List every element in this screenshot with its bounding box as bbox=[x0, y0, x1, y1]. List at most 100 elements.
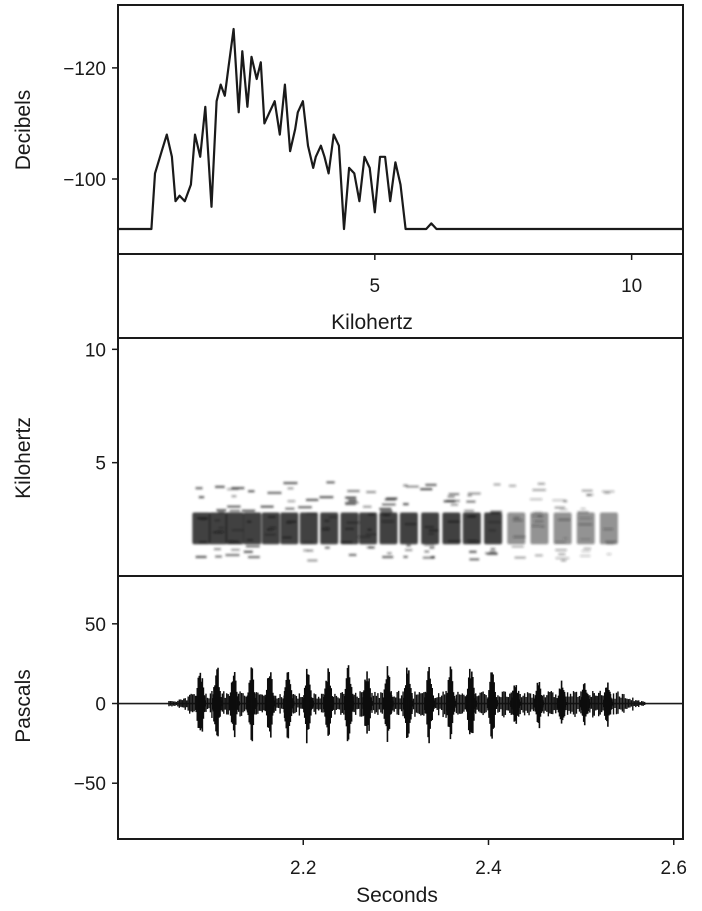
spectrogram-harmonic-streak bbox=[469, 550, 477, 553]
spectrogram-syllable-core bbox=[462, 512, 481, 545]
spectrogram-harmonic-streak bbox=[195, 487, 203, 490]
waveform-y-tick-label: 0 bbox=[95, 695, 106, 716]
waveform-y-tick-label: 50 bbox=[85, 615, 106, 636]
spectrogram-harmonic-streak bbox=[382, 555, 394, 559]
spectrogram-syllable-core bbox=[484, 512, 503, 545]
spectrogram-harmonic-streak bbox=[267, 491, 282, 494]
spectrogram-harmonic-streak bbox=[563, 537, 568, 540]
spectrogram-harmonic-streak bbox=[213, 548, 221, 551]
spectrogram-harmonic-streak bbox=[365, 533, 377, 536]
spectrogram-syllable-core bbox=[299, 512, 318, 545]
spectrogram-harmonic-streak bbox=[403, 484, 408, 487]
spectrogram-harmonic-streak bbox=[493, 483, 501, 486]
spectrogram-harmonic-streak bbox=[286, 520, 297, 523]
spectrogram-harmonic-streak bbox=[231, 486, 245, 490]
spectrogram-harmonic-streak bbox=[287, 500, 296, 503]
spectrogram-harmonic-streak bbox=[380, 510, 393, 513]
spectrogram-harmonic-streak bbox=[248, 490, 255, 493]
spectrogram-syllable-core bbox=[359, 512, 378, 545]
spectrogram-syllable-core bbox=[280, 512, 299, 545]
spectrogram-harmonic-streak bbox=[581, 489, 593, 492]
spectrogram-harmonic-streak bbox=[199, 540, 207, 544]
spectrogram-harmonic-streak bbox=[379, 507, 392, 511]
spectrogram-harmonic-streak bbox=[577, 511, 589, 514]
spectrogram-harmonic-streak bbox=[540, 525, 545, 528]
spectrogram-harmonic-streak bbox=[225, 553, 240, 557]
waveform-plot-frame bbox=[117, 575, 684, 840]
spectrogram-syllable-core bbox=[576, 512, 595, 545]
spectrogram-y-axis-label: Kilohertz bbox=[12, 417, 35, 499]
spectrogram-harmonic-streak bbox=[231, 548, 240, 551]
spectrogram-harmonic-streak bbox=[424, 543, 435, 547]
spectrogram-harmonic-streak bbox=[489, 550, 496, 553]
spectrogram-harmonic-streak bbox=[241, 509, 256, 512]
spectrogram-harmonic-streak bbox=[428, 529, 439, 532]
spectrogram-harmonic-streak bbox=[306, 498, 319, 502]
spectrogram-syllables bbox=[192, 481, 618, 562]
spectrogram-harmonic-streak bbox=[601, 490, 615, 493]
waveform-x-tick-label: 2.2 bbox=[290, 858, 316, 879]
spectrum-x-axis-label: Kilohertz bbox=[331, 311, 413, 334]
waveform-y-axis-label: Pascals bbox=[12, 669, 35, 743]
spectrogram-syllable-core bbox=[442, 512, 461, 545]
spectrogram-harmonic-streak bbox=[231, 495, 237, 498]
spectrogram-harmonic-streak bbox=[228, 540, 234, 543]
spectrogram-harmonic-streak bbox=[552, 499, 566, 502]
spectrogram-harmonic-streak bbox=[534, 520, 544, 523]
spectrogram-harmonic-streak bbox=[346, 521, 361, 524]
spectrogram-harmonic-streak bbox=[386, 497, 398, 500]
spectrogram-harmonic-streak bbox=[382, 503, 396, 506]
spectrogram-harmonic-streak bbox=[231, 529, 244, 532]
spectrogram-harmonic-streak bbox=[218, 526, 225, 529]
spectrogram-harmonic-streak bbox=[346, 496, 357, 499]
spectrogram-syllable-core bbox=[225, 512, 244, 545]
waveform-panel: 2.2 2.4 2.6 50 0 −50 Seconds Pascals bbox=[12, 575, 687, 907]
spectrogram-harmonic-streak bbox=[606, 553, 612, 556]
spectrogram-harmonic-streak bbox=[467, 492, 481, 495]
spectrogram-harmonic-streak bbox=[348, 553, 357, 557]
spectrogram-harmonic-streak bbox=[319, 496, 334, 499]
spectrogram-harmonic-streak bbox=[214, 519, 221, 522]
spectrogram-harmonic-streak bbox=[381, 520, 394, 523]
spectrogram-harmonic-streak bbox=[428, 532, 435, 535]
spectrogram-harmonic-streak bbox=[606, 542, 614, 545]
spectrogram-harmonic-streak bbox=[363, 505, 372, 508]
spectrogram-harmonic-streak bbox=[488, 529, 497, 532]
spectrogram-harmonic-streak bbox=[260, 505, 274, 508]
waveform-x-tick-label: 2.4 bbox=[475, 858, 502, 879]
spectrogram-harmonic-streak bbox=[448, 493, 460, 496]
spectrogram-harmonic-streak bbox=[447, 540, 461, 543]
spectrogram-harmonic-streak bbox=[555, 541, 566, 544]
spectrogram-harmonic-streak bbox=[326, 481, 335, 484]
spectrogram-syllable-core bbox=[553, 512, 572, 545]
spectrogram-harmonic-streak bbox=[246, 539, 254, 542]
spectrogram-harmonic-streak bbox=[406, 485, 419, 488]
spectrogram-harmonic-streak bbox=[450, 503, 458, 506]
spectrogram-harmonic-streak bbox=[586, 494, 592, 497]
spectrogram-harmonic-streak bbox=[227, 505, 241, 508]
spectrogram-harmonic-streak bbox=[324, 546, 330, 549]
spectrogram-harmonic-streak bbox=[345, 501, 359, 504]
spectrogram-harmonic-streak bbox=[285, 507, 295, 510]
spectrogram-harmonic-streak bbox=[490, 510, 502, 513]
spectrogram-harmonic-streak bbox=[580, 554, 591, 558]
spectrogram-harmonic-streak bbox=[366, 490, 376, 494]
spectrogram-harmonic-streak bbox=[264, 533, 276, 536]
spectrogram-harmonic-streak bbox=[215, 555, 222, 558]
spectrogram-syllable-core bbox=[192, 512, 211, 545]
spectrogram-harmonic-streak bbox=[558, 553, 566, 556]
spectrogram-harmonic-streak bbox=[533, 511, 543, 514]
spectrogram-harmonic-streak bbox=[560, 559, 567, 562]
spectrogram-harmonic-streak bbox=[366, 546, 372, 549]
spectrogram-harmonic-streak bbox=[447, 520, 461, 523]
spectrogram-harmonic-streak bbox=[324, 519, 330, 522]
spectrogram-harmonic-streak bbox=[559, 508, 568, 511]
spectrogram-harmonic-streak bbox=[403, 503, 409, 506]
spectrogram-harmonic-streak bbox=[603, 528, 614, 531]
spectrogram-harmonic-streak bbox=[215, 485, 225, 488]
spectrogram-harmonic-streak bbox=[467, 539, 478, 543]
spectrogram-harmonic-streak bbox=[403, 555, 408, 558]
spectrogram-harmonic-streak bbox=[321, 528, 330, 531]
spectrogram-harmonic-streak bbox=[229, 509, 241, 512]
